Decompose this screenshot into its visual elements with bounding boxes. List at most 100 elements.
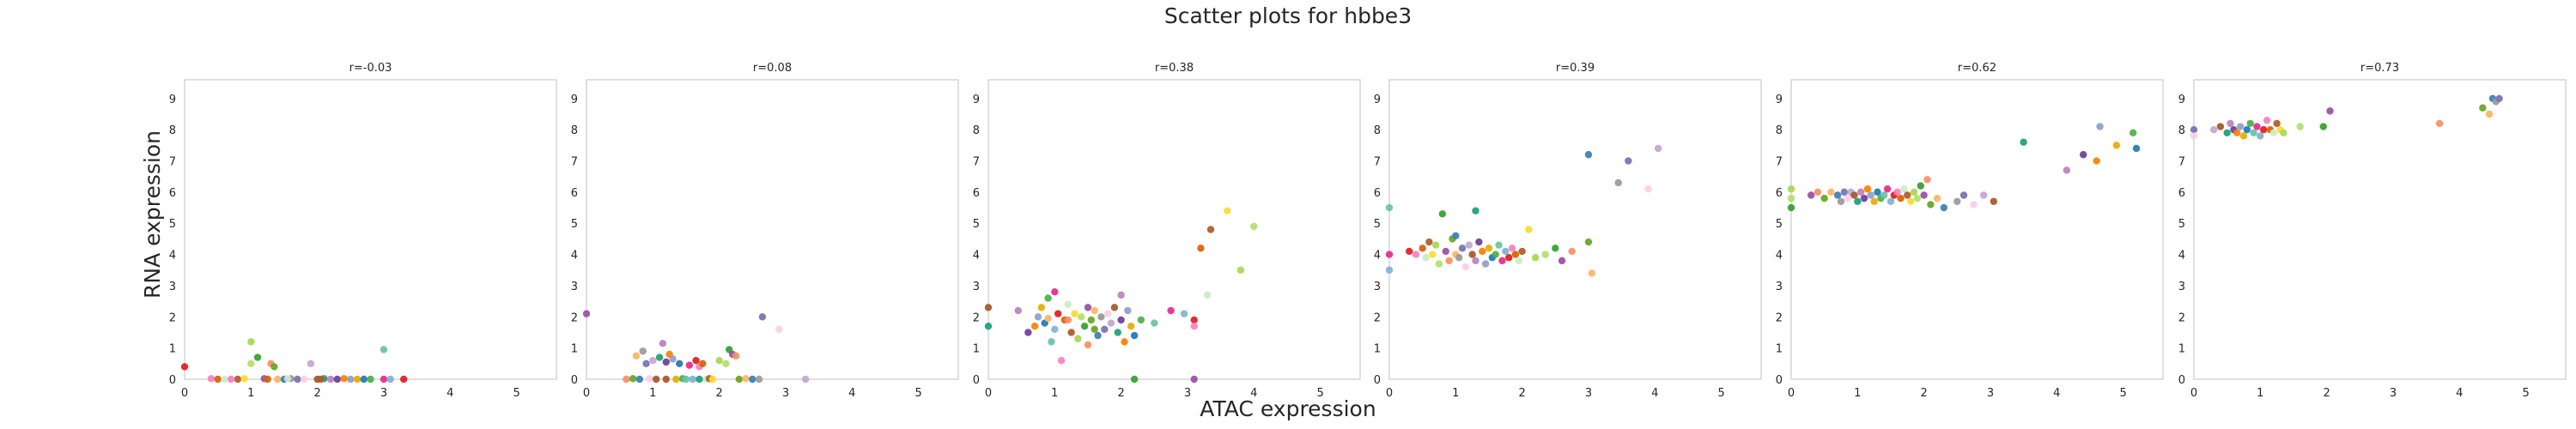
- y-tick-label: 7: [2178, 156, 2185, 169]
- data-point: [685, 361, 694, 369]
- data-point: [646, 375, 653, 383]
- x-tick-label: 5: [513, 387, 519, 400]
- data-point: [682, 375, 690, 384]
- data-point: [1091, 325, 1098, 334]
- data-point: [2190, 125, 2198, 134]
- data-point: [1568, 247, 1576, 256]
- y-tick-label: 1: [571, 343, 578, 356]
- y-tick-label: 2: [973, 311, 980, 324]
- y-tick-label: 8: [2178, 124, 2185, 137]
- data-point: [1552, 245, 1559, 252]
- data-point: [2280, 129, 2287, 137]
- data-point: [283, 375, 292, 383]
- data-point: [2435, 119, 2444, 128]
- data-point: [1114, 329, 1121, 336]
- y-tick-label: 7: [1374, 156, 1381, 169]
- data-point: [1508, 245, 1516, 252]
- y-tick-label: 4: [1374, 250, 1381, 263]
- data-point: [1472, 207, 1479, 214]
- points-group: [1787, 123, 2141, 212]
- data-point: [655, 353, 664, 361]
- data-point: [2112, 142, 2121, 149]
- y-tick-label: 2: [1374, 311, 1381, 324]
- x-tick-label: 3: [380, 387, 387, 400]
- data-point: [353, 375, 361, 384]
- y-tick-label: 3: [169, 281, 176, 293]
- data-point: [696, 375, 703, 384]
- data-point: [1518, 247, 1526, 256]
- data-point: [639, 347, 647, 355]
- data-point: [1837, 197, 1845, 205]
- x-tick-label: 4: [848, 387, 855, 400]
- x-tick-label: 2: [716, 387, 723, 400]
- x-tick-label: 2: [1118, 387, 1125, 400]
- data-point: [1037, 304, 1046, 311]
- data-point: [2096, 123, 2104, 130]
- data-point: [1107, 319, 1115, 327]
- data-point: [1850, 191, 1858, 199]
- y-tick-label: 2: [169, 311, 176, 324]
- y-tick-label: 0: [169, 374, 176, 387]
- data-point: [1923, 176, 1931, 184]
- data-point: [708, 375, 717, 384]
- y-tick-label: 8: [169, 124, 176, 137]
- data-point: [1190, 322, 1198, 330]
- data-point: [2093, 157, 2100, 165]
- data-point: [1883, 185, 1892, 193]
- scatter-panel-4: r=0.39 0 1 2 3 4 5 0 1 2 3 4 5 6 7 8 9: [1374, 62, 1762, 400]
- x-tick-label: 0: [181, 387, 188, 400]
- data-point: [629, 375, 637, 383]
- data-point: [1442, 247, 1449, 256]
- data-point: [2319, 123, 2327, 130]
- data-point: [1504, 254, 1513, 262]
- y-tick-label: 6: [571, 187, 578, 200]
- data-point: [1094, 331, 1102, 340]
- x-tick-label: 0: [1386, 387, 1393, 400]
- x-tick-label: 2: [314, 387, 321, 400]
- data-point: [1412, 251, 1420, 258]
- y-tick-label: 5: [169, 218, 176, 231]
- data-point: [1867, 191, 1874, 199]
- data-point: [676, 360, 683, 368]
- x-tick-label: 4: [2456, 387, 2463, 400]
- data-point: [1558, 257, 1566, 265]
- data-point: [1492, 251, 1499, 258]
- data-point: [2250, 129, 2257, 137]
- y-tick-label: 1: [169, 343, 176, 356]
- data-point: [1910, 188, 1918, 196]
- data-point: [1515, 257, 1522, 265]
- data-point: [1130, 331, 1139, 340]
- data-point: [2233, 129, 2241, 137]
- data-point: [2495, 94, 2503, 103]
- data-point: [1051, 288, 1059, 296]
- data-point: [1074, 335, 1082, 342]
- y-tick-label: 1: [973, 343, 980, 356]
- points-group: [1385, 144, 1662, 277]
- data-point: [699, 360, 707, 368]
- data-point: [1906, 197, 1915, 205]
- points-group: [582, 310, 810, 384]
- data-point: [1531, 254, 1540, 262]
- scatter-panels: r=-0.03 0 1 2 3 4 5 0 1 2 3 4 5 6 7 8 9 r=0.08 0 1 2 3 4 5 0 1 2 3 4…: [169, 62, 2567, 400]
- data-point: [2132, 144, 2141, 153]
- data-point: [1117, 291, 1125, 299]
- data-point: [1465, 241, 1473, 249]
- data-point: [1084, 304, 1092, 311]
- x-tick-label: 1: [1452, 387, 1459, 400]
- y-tick-label: 4: [1776, 250, 1783, 263]
- data-point: [1435, 260, 1443, 268]
- data-point: [1900, 185, 1908, 193]
- data-point: [1452, 232, 1460, 239]
- data-point: [1920, 191, 1928, 199]
- data-point: [1127, 322, 1135, 330]
- data-point: [1933, 194, 1941, 202]
- data-point: [1080, 322, 1089, 330]
- data-point: [1167, 306, 1175, 315]
- data-point: [2273, 119, 2281, 128]
- y-tick-label: 3: [571, 281, 578, 293]
- data-point: [1970, 201, 1978, 208]
- data-point: [1814, 188, 1822, 196]
- figure-title: Scatter plots for hbbe3: [1164, 3, 1412, 28]
- data-point: [2209, 125, 2218, 134]
- data-point: [1959, 191, 1968, 199]
